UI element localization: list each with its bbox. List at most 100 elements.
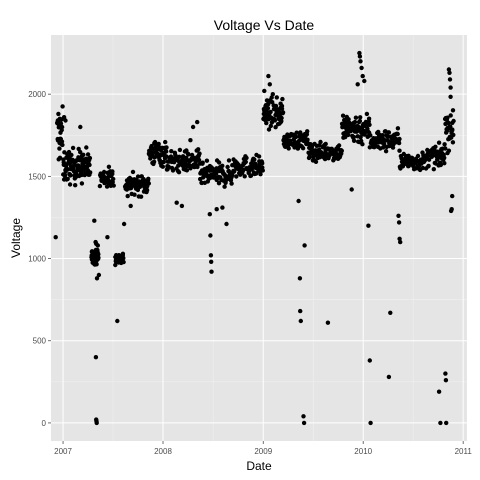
data-point	[84, 145, 89, 150]
data-point	[438, 420, 443, 426]
x-tick-label: 2009	[254, 447, 272, 456]
data-point	[367, 358, 372, 363]
data-point	[135, 174, 141, 179]
data-point	[110, 169, 115, 174]
data-point	[61, 115, 67, 120]
data-point	[436, 140, 442, 145]
data-point	[146, 181, 151, 186]
data-point	[88, 170, 93, 175]
data-point	[226, 158, 232, 163]
data-point	[450, 140, 456, 145]
data-point	[351, 138, 357, 143]
data-point	[125, 193, 130, 199]
data-point	[447, 70, 452, 76]
data-point	[135, 187, 141, 193]
data-point	[106, 164, 112, 169]
data-point	[93, 355, 99, 360]
data-point	[128, 203, 133, 209]
data-point	[67, 182, 73, 187]
data-point	[87, 155, 93, 161]
data-point	[121, 256, 126, 261]
data-point	[184, 168, 190, 173]
data-point	[87, 162, 92, 168]
data-point	[60, 142, 65, 148]
data-point	[78, 149, 83, 155]
data-point	[267, 82, 272, 87]
data-point	[450, 108, 456, 113]
data-point	[57, 116, 62, 122]
data-point	[232, 169, 237, 174]
data-point	[443, 146, 448, 151]
data-point	[397, 236, 402, 241]
data-point	[449, 207, 454, 212]
data-point	[447, 77, 453, 82]
data-point	[130, 169, 136, 175]
data-point	[443, 371, 448, 376]
data-point	[396, 213, 401, 218]
data-point	[177, 147, 183, 153]
data-point	[388, 310, 393, 315]
data-point	[195, 164, 200, 170]
data-point	[442, 155, 447, 160]
data-point	[446, 148, 452, 153]
data-point	[266, 127, 272, 132]
data-point	[164, 145, 169, 150]
data-point	[81, 152, 86, 157]
data-point	[144, 188, 150, 193]
axes: 0 500 1000 1500 2000 2007 2008 2009 2010 2011	[28, 90, 472, 456]
data-point	[216, 160, 222, 165]
data-point	[296, 198, 301, 204]
data-point	[196, 147, 201, 152]
data-point	[395, 126, 401, 131]
data-point	[298, 318, 303, 324]
data-point	[352, 119, 358, 125]
data-point	[297, 276, 303, 281]
data-point	[357, 54, 363, 59]
data-point	[396, 140, 402, 146]
data-point	[57, 155, 63, 160]
data-point	[302, 243, 307, 248]
data-point	[349, 187, 354, 192]
data-point	[368, 420, 373, 426]
data-point	[397, 136, 402, 142]
data-point	[207, 212, 212, 217]
data-point	[138, 194, 144, 199]
data-point	[399, 156, 404, 161]
data-point	[313, 159, 319, 164]
data-point	[208, 253, 214, 258]
data-point	[269, 95, 274, 100]
data-point	[58, 121, 64, 126]
data-point	[120, 251, 126, 256]
data-point	[92, 218, 97, 223]
data-point	[367, 122, 372, 128]
data-point	[196, 157, 202, 163]
x-tick-label: 2008	[154, 447, 172, 456]
data-point	[188, 138, 193, 143]
data-point	[209, 259, 214, 264]
data-point	[431, 167, 436, 172]
data-point	[398, 239, 403, 245]
data-point	[293, 134, 299, 140]
x-tick-label: 2007	[54, 447, 72, 456]
data-point	[358, 115, 363, 120]
data-point	[209, 269, 214, 274]
data-point	[243, 159, 248, 165]
data-point	[309, 144, 315, 150]
data-point	[244, 155, 249, 161]
data-point	[79, 181, 85, 186]
data-point	[273, 103, 279, 109]
data-point	[386, 130, 392, 135]
data-point	[438, 162, 443, 168]
data-point	[59, 139, 65, 144]
data-point	[152, 139, 158, 145]
data-point	[336, 143, 342, 148]
data-point	[368, 133, 373, 138]
data-point	[357, 118, 363, 124]
data-point	[450, 193, 455, 199]
y-tick-label: 1500	[28, 172, 46, 181]
data-point	[397, 148, 402, 153]
data-point	[264, 120, 269, 126]
data-point	[177, 154, 182, 159]
data-point	[305, 137, 310, 142]
data-point	[360, 142, 365, 147]
